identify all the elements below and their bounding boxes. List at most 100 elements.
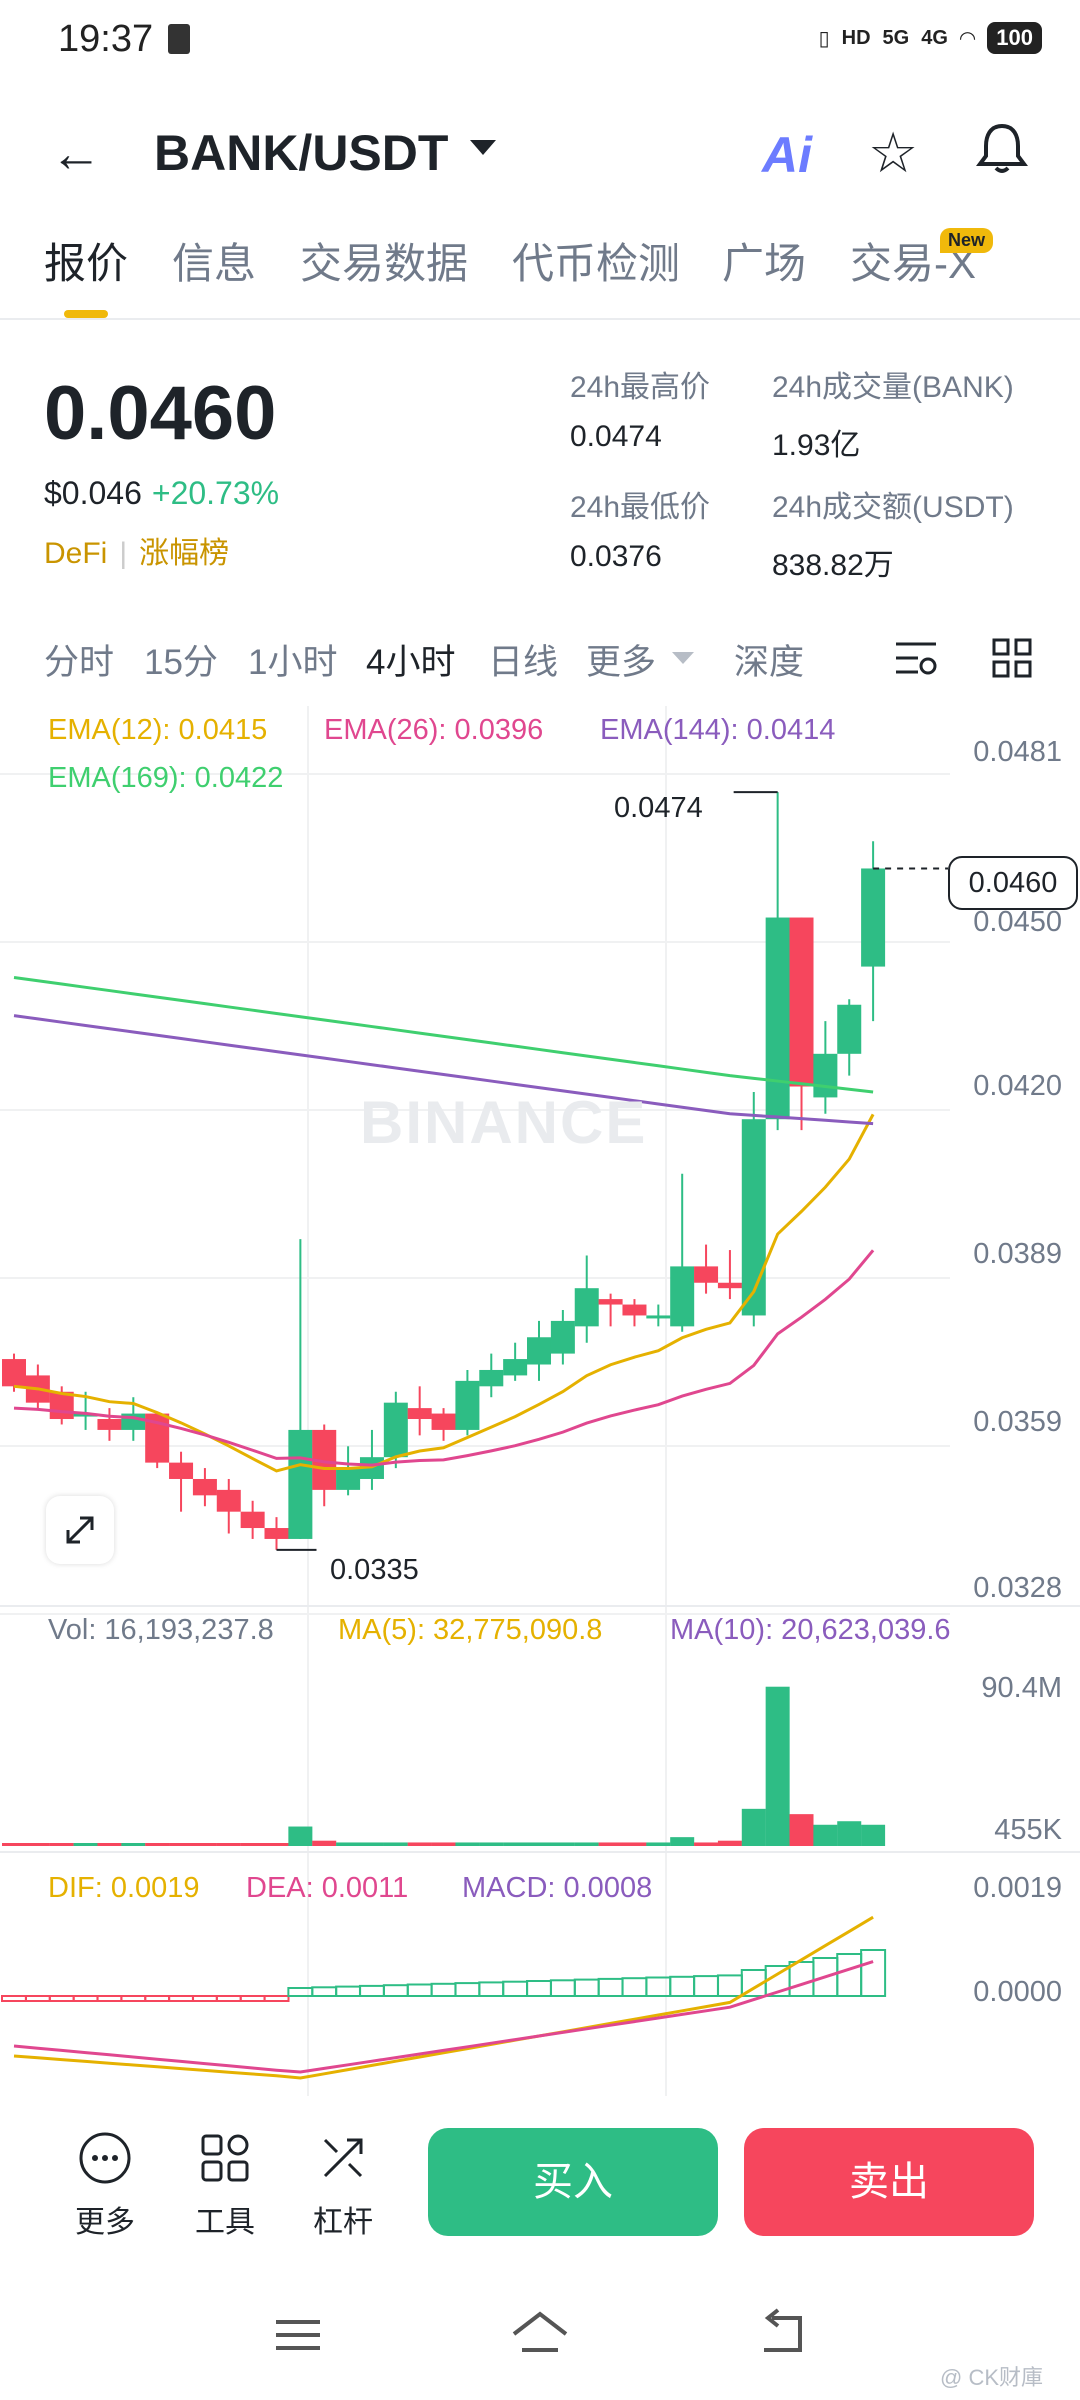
macd-bar (502, 1980, 529, 1997)
stat-value: 1.93亿 (772, 429, 861, 462)
tab-quote[interactable]: 报价 (44, 240, 129, 287)
pair-title[interactable]: BANK/USDT (154, 125, 449, 181)
vol-ma10-label: MA(10): 20,623,039.6 (670, 1614, 951, 1646)
volume-bar (765, 1686, 790, 1846)
price-axis-label: 0.0359 (973, 1406, 1062, 1438)
candle-body (479, 1369, 504, 1387)
stat-label: 24h最高价 (570, 371, 711, 404)
volume-bar (694, 1842, 719, 1846)
volume-bar (145, 1843, 170, 1846)
price-change: +20.73% (151, 475, 280, 511)
vol-label: Vol: 16,193,237.8 (48, 1614, 274, 1646)
macd-bar (430, 1982, 457, 1998)
candle-body (169, 1462, 194, 1479)
candle-body (288, 1429, 313, 1539)
legend-ema26: EMA(26): 0.0396 (324, 714, 544, 746)
candle-body (598, 1299, 623, 1305)
interval-bar: 分时 15分 1小时 4小时 日线 更多 深度 (0, 634, 1080, 684)
volume-bar (73, 1843, 98, 1846)
interval-15m[interactable]: 15分 (144, 643, 218, 682)
vol-ma5-label: MA(5): 32,775,090.8 (338, 1614, 603, 1646)
tag-defi[interactable]: DeFi (44, 537, 108, 570)
expand-button[interactable] (46, 1496, 114, 1564)
volume-bar (49, 1843, 74, 1846)
interval-1h[interactable]: 1小时 (248, 643, 338, 682)
macd-bar (406, 1983, 433, 1997)
stat-label: 24h最低价 (570, 491, 711, 524)
tab-info[interactable]: 信息 (172, 240, 257, 287)
interval-timeline[interactable]: 分时 (44, 643, 115, 682)
volume-bar (169, 1843, 194, 1846)
candle-body (789, 917, 814, 1087)
buy-button[interactable]: 买入 (428, 2128, 718, 2236)
legend-ema169: EMA(169): 0.0422 (48, 762, 284, 794)
ema12-line (13, 1113, 875, 1473)
grid-icon[interactable] (988, 634, 1036, 682)
stat-label: 24h成交量(BANK) (772, 371, 1014, 404)
chart-area[interactable]: BINANCE EMA(12): 0.0415 EMA(26): 0.0396 … (0, 706, 1080, 2096)
current-price-tag: 0.0460 (948, 856, 1078, 910)
tag-gainers[interactable]: 涨幅榜 (139, 537, 230, 570)
chevron-down-icon[interactable] (672, 652, 694, 664)
back-nav-icon[interactable] (752, 2308, 812, 2360)
volume-bar (503, 1842, 528, 1846)
chart-settings-icon[interactable] (892, 634, 940, 682)
price-axis-label: 0.0389 (973, 1238, 1062, 1270)
sell-button[interactable]: 卖出 (744, 2128, 1034, 2236)
more-button[interactable]: 更多 (60, 2130, 150, 2241)
tab-token-check[interactable]: 代币检测 (512, 240, 681, 287)
macd-value-label: MACD: 0.0008 (462, 1872, 653, 1904)
low-marker-label: 0.0335 (330, 1554, 419, 1586)
candle-body (837, 1004, 862, 1054)
interval-1d[interactable]: 日线 (488, 643, 559, 682)
interval-depth[interactable]: 深度 (734, 643, 805, 682)
candle-body (646, 1315, 671, 1319)
macd-bar (263, 1995, 290, 2002)
candle-body (622, 1304, 647, 1316)
wifi-icon: ◠ (959, 27, 976, 50)
macd-bar (788, 1961, 815, 1997)
macd-bar (24, 1995, 51, 2002)
volume-bar (264, 1843, 289, 1846)
stat-volume: 24h成交量(BANK) 1.93亿 (772, 362, 1014, 464)
volume-bar (837, 1821, 862, 1846)
volume-bar (431, 1842, 456, 1846)
candle-body (861, 868, 886, 967)
menu-icon[interactable] (270, 2310, 326, 2360)
stat-value: 0.0474 (570, 420, 662, 453)
signal-4g-icon: 4G (921, 26, 948, 49)
chevron-down-icon[interactable] (470, 140, 496, 155)
home-icon[interactable] (508, 2306, 572, 2362)
interval-more[interactable]: 更多 (586, 643, 657, 682)
macd-dea-line (13, 1960, 874, 2074)
candle-body (2, 1359, 26, 1387)
watermark: BINANCE (360, 1089, 648, 1156)
star-icon[interactable]: ☆ (868, 121, 919, 184)
volume-bar (574, 1842, 599, 1846)
volume-bar (789, 1814, 814, 1846)
volume-bar (216, 1843, 241, 1846)
bell-icon[interactable] (972, 118, 1032, 178)
candlestick-chart[interactable] (0, 706, 1080, 2096)
macd-bar (716, 1974, 743, 1998)
vol-axis-top: 90.4M (981, 1672, 1062, 1704)
tab-square[interactable]: 广场 (722, 240, 807, 287)
candle-body (240, 1511, 265, 1529)
interval-4h[interactable]: 4小时 (366, 643, 456, 682)
ai-icon[interactable]: Ai (762, 127, 812, 183)
macd-axis-top: 0.0019 (973, 1872, 1062, 1904)
back-arrow-icon[interactable]: ← (50, 125, 102, 183)
stat-value: 0.0376 (570, 540, 662, 573)
leverage-button[interactable]: 杠杆 (298, 2130, 388, 2241)
bottom-action-bar: 更多 工具 杠杆 买入 卖出 (0, 2110, 1080, 2260)
macd-axis-mid: 0.0000 (973, 1976, 1062, 2008)
macd-bar (335, 1985, 362, 1997)
tab-trading-data[interactable]: 交易数据 (300, 240, 469, 287)
leverage-label: 杠杆 (313, 2206, 373, 2239)
tools-button[interactable]: 工具 (180, 2130, 270, 2241)
new-badge: New (940, 228, 994, 253)
volume-bar (121, 1843, 146, 1846)
candle-body (694, 1266, 719, 1283)
macd-bar (669, 1975, 696, 1998)
volume-bar (97, 1843, 122, 1846)
